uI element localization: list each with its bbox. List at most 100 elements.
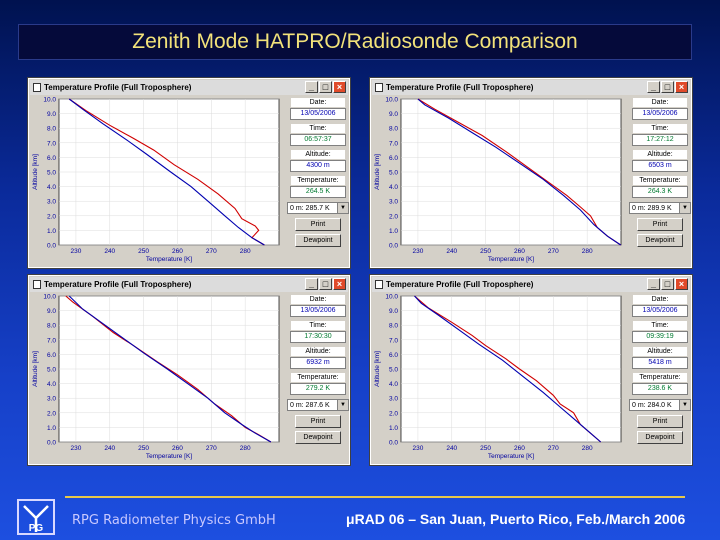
dropdown-value: 0 m: 287.6 K [290,402,330,409]
maximize-icon[interactable]: □ [319,278,332,290]
maximize-icon[interactable]: □ [319,81,332,93]
dropdown-value: 0 m: 285.7 K [290,205,330,212]
close-icon[interactable]: × [333,278,346,290]
y-tick-label: 8.0 [47,126,56,133]
surface-level-dropdown[interactable]: 0 m: 285.7 K ▼ [287,202,349,214]
print-button[interactable]: Print [637,415,683,428]
y-tick-label: 2.0 [47,213,56,220]
y-tick-label: 4.0 [389,184,398,191]
temperature-field: 264.5 K [290,186,346,198]
y-tick-label: 1.0 [47,425,56,432]
chevron-down-icon[interactable]: ▼ [679,400,690,410]
date-label: Date: [633,98,687,107]
x-tick-label: 270 [206,445,217,452]
temperature-label: Temperature: [291,373,345,382]
y-tick-label: 2.0 [47,410,56,417]
dewpoint-button[interactable]: Dewpoint [295,431,341,444]
x-tick-label: 260 [172,445,183,452]
app-icon [375,280,383,289]
y-tick-label: 5.0 [389,170,398,177]
window-title-bar[interactable]: Temperature Profile (Full Troposphere) _ □… [372,277,690,292]
x-axis-label: Temperature [K] [488,256,534,263]
series-line-retrieval [414,295,602,443]
surface-level-dropdown[interactable]: 0 m: 284.0 K ▼ [629,399,691,411]
y-tick-label: 9.0 [47,308,56,315]
series-line-retrieval [68,295,272,443]
series-line-radiosonde [414,295,602,443]
maximize-icon[interactable]: □ [661,81,674,93]
y-tick-label: 10.0 [43,294,56,301]
x-tick-label: 240 [446,445,457,452]
y-tick-label: 1.0 [389,228,398,235]
y-tick-label: 7.0 [47,140,56,147]
chevron-down-icon[interactable]: ▼ [679,203,690,213]
window-buttons: _ □ × [305,81,346,93]
y-tick-label: 7.0 [389,337,398,344]
date-label: Date: [291,295,345,304]
altitude-field: 6503 m [632,160,688,172]
temperature-profile-window: Temperature Profile (Full Troposphere) _ □… [369,274,693,466]
time-field: 09:39:19 [632,331,688,343]
series-line-retrieval [68,98,265,246]
slide-title: Zenith Mode HATPRO/Radiosonde Comparison [18,24,692,60]
close-icon[interactable]: × [675,278,688,290]
y-axis-label: Altitude [km] [374,351,381,387]
altitude-field: 5418 m [632,357,688,369]
window-title: Temperature Profile (Full Troposphere) [44,280,192,289]
maximize-icon[interactable]: □ [661,278,674,290]
date-field: 13/05/2006 [632,305,688,317]
date-label: Date: [291,98,345,107]
surface-level-dropdown[interactable]: 0 m: 289.9 K ▼ [629,202,691,214]
svg-text:PG: PG [29,523,44,534]
company-name: RPG Radiometer Physics GmbH [72,513,276,528]
minimize-icon[interactable]: _ [647,81,660,93]
window-title-bar[interactable]: Temperature Profile (Full Troposphere) _ □… [372,80,690,95]
y-tick-label: 10.0 [385,97,398,104]
time-field: 17:30:30 [290,331,346,343]
time-label: Time: [633,321,687,330]
temperature-profile-chart: 0.0 1.0 2.0 3.0 4.0 5.0 6.0 7.0 8.0 9.0 10.0 230 240… [371,95,627,267]
time-label: Time: [291,321,345,330]
time-label: Time: [633,124,687,133]
print-button[interactable]: Print [295,415,341,428]
dewpoint-button[interactable]: Dewpoint [637,431,683,444]
minimize-icon[interactable]: _ [305,278,318,290]
x-tick-label: 230 [412,248,423,255]
footer-divider [65,496,685,498]
y-tick-label: 4.0 [47,184,56,191]
rpg-logo: PG [17,499,55,535]
y-tick-label: 4.0 [389,381,398,388]
x-tick-label: 250 [480,445,491,452]
y-tick-label: 0.0 [389,243,398,250]
y-tick-label: 0.0 [389,440,398,447]
dropdown-value: 0 m: 284.0 K [632,402,672,409]
print-button[interactable]: Print [637,218,683,231]
window-title: Temperature Profile (Full Troposphere) [44,83,192,92]
x-tick-label: 230 [70,248,81,255]
close-icon[interactable]: × [333,81,346,93]
y-tick-label: 6.0 [389,155,398,162]
y-tick-label: 3.0 [389,199,398,206]
dewpoint-button[interactable]: Dewpoint [295,234,341,247]
y-tick-label: 7.0 [47,337,56,344]
temperature-profile-window: Temperature Profile (Full Troposphere) _ □… [369,77,693,269]
temperature-profile-window: Temperature Profile (Full Troposphere) _ □… [27,274,351,466]
dewpoint-button[interactable]: Dewpoint [637,234,683,247]
date-field: 13/05/2006 [632,108,688,120]
close-icon[interactable]: × [675,81,688,93]
minimize-icon[interactable]: _ [305,81,318,93]
y-tick-label: 0.0 [47,440,56,447]
minimize-icon[interactable]: _ [647,278,660,290]
x-axis-label: Temperature [K] [146,453,192,460]
window-title-bar[interactable]: Temperature Profile (Full Troposphere) _ □… [30,277,348,292]
x-tick-label: 280 [582,445,593,452]
chevron-down-icon[interactable]: ▼ [337,203,348,213]
x-tick-label: 260 [514,248,525,255]
chevron-down-icon[interactable]: ▼ [337,400,348,410]
dropdown-value: 0 m: 289.9 K [632,205,672,212]
window-title-bar[interactable]: Temperature Profile (Full Troposphere) _ □… [30,80,348,95]
y-tick-label: 1.0 [389,425,398,432]
surface-level-dropdown[interactable]: 0 m: 287.6 K ▼ [287,399,349,411]
x-tick-label: 250 [480,248,491,255]
print-button[interactable]: Print [295,218,341,231]
